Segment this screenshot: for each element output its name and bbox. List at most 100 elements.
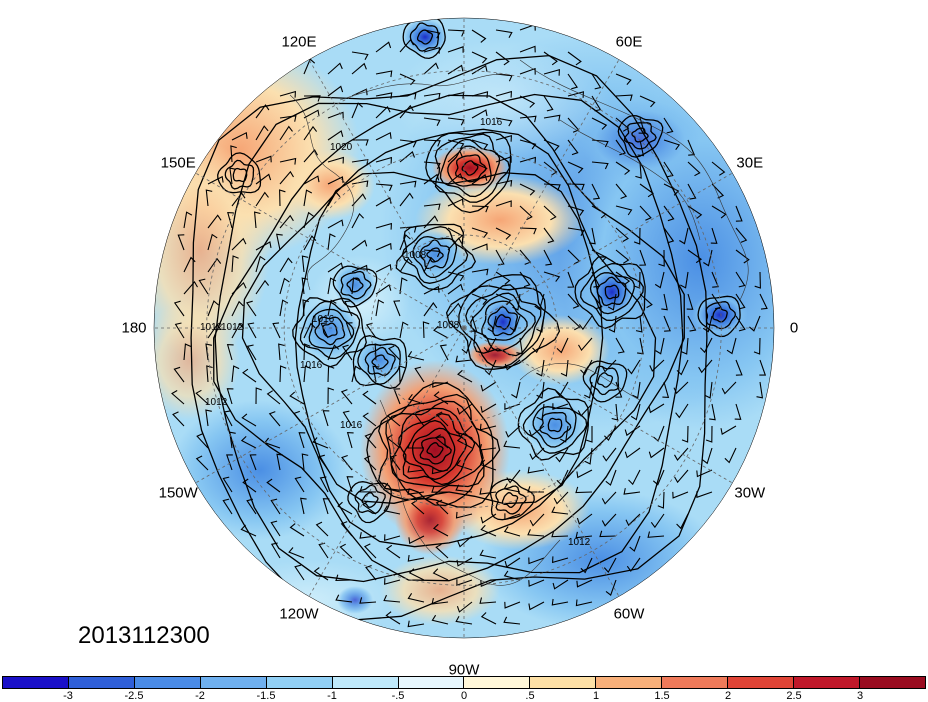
isobar bbox=[402, 419, 468, 481]
wind-barb bbox=[229, 431, 236, 449]
isobar bbox=[419, 239, 451, 270]
wind-barb bbox=[423, 173, 440, 185]
wind-barb bbox=[433, 391, 449, 405]
wind-barb bbox=[603, 425, 617, 442]
wind-barb bbox=[246, 300, 257, 317]
wind-barb bbox=[480, 579, 497, 588]
wind-barb bbox=[279, 277, 290, 295]
wind-barb bbox=[567, 161, 584, 174]
wind-barb bbox=[543, 68, 560, 76]
wind-barb bbox=[289, 391, 305, 405]
wind-barb bbox=[511, 381, 521, 399]
wind-barb bbox=[278, 343, 285, 361]
wind-barb bbox=[231, 365, 240, 383]
wind-barb bbox=[536, 315, 545, 333]
wind-barb bbox=[231, 281, 247, 295]
wind-barb bbox=[383, 594, 401, 603]
wind-barb bbox=[676, 513, 689, 530]
wind-barb bbox=[720, 425, 737, 435]
wind-barb bbox=[255, 279, 270, 295]
wind-barb bbox=[529, 513, 545, 527]
wind-barb bbox=[431, 614, 449, 625]
wind-barb bbox=[255, 191, 269, 207]
wind-barb bbox=[591, 73, 602, 90]
wind-barb bbox=[422, 321, 430, 339]
isobar bbox=[617, 114, 664, 158]
wind-barb bbox=[276, 233, 283, 251]
wind-barb bbox=[528, 601, 545, 611]
wind-barb bbox=[327, 176, 344, 185]
wind-barb bbox=[342, 344, 353, 361]
wind-barb bbox=[721, 381, 737, 395]
wind-barb bbox=[375, 41, 392, 53]
wind-barb bbox=[288, 547, 305, 559]
wind-barb bbox=[503, 616, 521, 625]
wind-barb bbox=[653, 425, 665, 442]
wind-barb bbox=[447, 271, 465, 282]
wind-barb bbox=[632, 381, 641, 399]
wind-barb bbox=[435, 499, 449, 515]
wind-barb bbox=[255, 173, 272, 185]
wind-barb bbox=[289, 523, 305, 537]
colorbar-tick-label: 1.5 bbox=[654, 690, 670, 702]
wind-barb bbox=[303, 58, 316, 75]
wind-barb bbox=[654, 271, 665, 289]
wind-barb bbox=[649, 359, 665, 372]
wind-barb bbox=[198, 278, 209, 295]
contour-label: 1012 bbox=[221, 322, 244, 333]
isobar bbox=[582, 360, 628, 403]
wind-barb bbox=[495, 29, 513, 39]
wind-barb bbox=[242, 478, 257, 493]
wind-barb bbox=[532, 337, 545, 354]
wind-barb bbox=[303, 235, 317, 251]
wind-barb bbox=[247, 322, 257, 339]
wind-barb bbox=[183, 256, 196, 273]
wind-barb bbox=[495, 90, 512, 98]
isobar bbox=[487, 306, 519, 337]
wind-barb bbox=[253, 211, 261, 229]
wind-barb bbox=[663, 139, 681, 151]
wind-barb bbox=[407, 555, 425, 562]
wind-barb bbox=[687, 161, 701, 177]
wind-barb bbox=[687, 139, 696, 156]
wind-barb bbox=[351, 277, 360, 295]
colorbar-tick-label: 3 bbox=[856, 690, 864, 702]
wind-barb bbox=[711, 293, 722, 310]
wind-barb bbox=[279, 125, 293, 141]
wind-barb bbox=[423, 285, 440, 295]
wind-barb bbox=[375, 131, 392, 141]
wind-barb bbox=[471, 161, 488, 174]
wind-barb bbox=[576, 469, 593, 479]
wind-barb bbox=[327, 277, 337, 295]
wind-barb bbox=[456, 601, 473, 613]
wind-barb bbox=[527, 529, 545, 537]
wind-barb bbox=[698, 359, 713, 374]
wind-barbs bbox=[171, 23, 768, 628]
wind-barb bbox=[229, 167, 236, 185]
wind-barb bbox=[399, 277, 408, 295]
isobar bbox=[357, 343, 401, 385]
wind-barb bbox=[375, 299, 385, 317]
wind-barb bbox=[479, 459, 497, 471]
wind-barb bbox=[383, 482, 401, 493]
wind-barb bbox=[432, 523, 449, 537]
wind-barb bbox=[447, 283, 464, 295]
wind-barb bbox=[342, 410, 353, 427]
wind-barb bbox=[519, 45, 536, 53]
isobar bbox=[292, 297, 367, 368]
longitude-label: 30W bbox=[734, 484, 766, 502]
isobar bbox=[426, 442, 444, 458]
wind-barb bbox=[580, 557, 593, 574]
wind-barb bbox=[479, 443, 497, 451]
longitude-label: 0 bbox=[789, 319, 799, 337]
wind-barb bbox=[536, 381, 545, 399]
wind-barb bbox=[528, 425, 545, 437]
colorbar-tick-label: .5 bbox=[525, 690, 535, 702]
wind-barb bbox=[759, 293, 768, 310]
wind-barb bbox=[351, 365, 361, 383]
wind-barb bbox=[423, 46, 440, 54]
wind-barb bbox=[591, 249, 608, 262]
wind-barb bbox=[399, 226, 417, 233]
wind-barb bbox=[255, 125, 269, 141]
colorbar-tick-label: -1.5 bbox=[256, 690, 276, 702]
